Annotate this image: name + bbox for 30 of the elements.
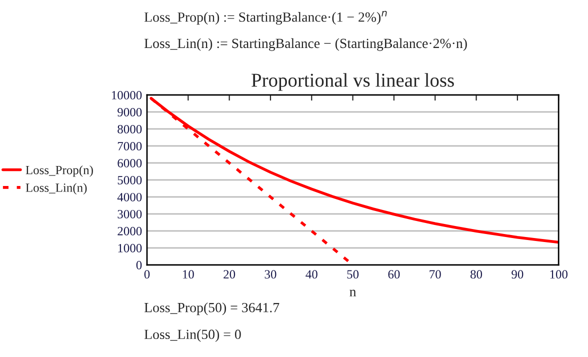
y-tick-label: 9000 [118,108,142,116]
x-tick-label: 50 [347,270,359,279]
y-tick-label: 4000 [117,192,142,202]
y-tick-label: 6000 [118,158,142,168]
text: Loss_Prop(50) = 3641.7 [144,302,280,316]
y-tick-label: 5000 [118,176,142,184]
x-tick-label: 0 [144,270,150,279]
x-tick-label: 30 [264,270,276,279]
chart-title: Proportional vs linear loss [252,73,454,91]
y-tick-label: 3000 [118,210,142,218]
x-tick-label: 60 [388,270,400,279]
x-tick-label: 80 [470,270,482,279]
text: Loss_Prop(n) := StartingBalance·(1 − 2%)$^{n}$ [144,10,387,25]
y-tick-label: 7000 [118,142,142,150]
y-tick-label: 0 [136,260,142,270]
y-tick-label: 8000 [118,124,142,134]
text: Loss_Lin(50) = 0 [144,329,241,342]
x-tick-label: 90 [512,270,524,279]
x-tick-label: 10 [183,270,194,279]
x-tick-label: 20 [224,270,236,279]
legend-label: Loss_Lin(n) [26,183,87,194]
x-axis-title: n [350,290,356,296]
x-tick-label: 70 [430,270,441,279]
y-tick-label: 2000 [118,226,142,236]
x-tick-label: 40 [306,270,318,279]
y-tick-label: 10000 [112,90,142,100]
y-tick-label: 1000 [118,244,142,252]
x-tick-label: 100 [550,270,568,279]
legend-label: Loss_Prop(n) [26,165,93,177]
text: Loss_Lin(n) := StartingBalance − (StartingBalance·2%·n) [144,38,467,51]
